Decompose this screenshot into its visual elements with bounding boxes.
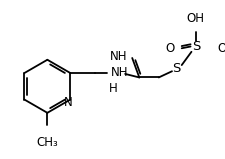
Text: O: O: [165, 42, 175, 55]
Text: H: H: [108, 82, 117, 95]
Text: O: O: [217, 42, 225, 55]
Text: NH: NH: [111, 66, 128, 79]
Text: NH: NH: [109, 50, 127, 63]
Text: N: N: [64, 96, 73, 109]
Text: S: S: [192, 40, 200, 53]
Text: OH: OH: [187, 12, 205, 25]
Text: CH₃: CH₃: [36, 136, 58, 149]
Text: S: S: [172, 62, 181, 75]
